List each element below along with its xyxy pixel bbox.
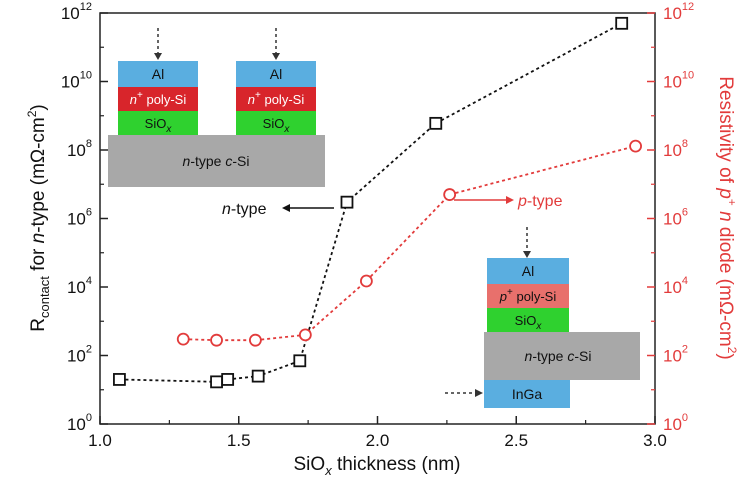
- x-tick-label: 1.5: [227, 431, 251, 450]
- inset-tl-right-arrowhead: [272, 53, 280, 60]
- n-type-data-point: [221, 373, 235, 386]
- x-tick-label: 2.0: [366, 431, 390, 450]
- inset-tl-left-sio: [118, 111, 198, 135]
- n-type-data-point: [429, 116, 443, 130]
- ntype-annotation-arrowhead: [282, 204, 290, 212]
- right-tick-label: 1012: [663, 1, 694, 23]
- p-type-data-point: [248, 333, 262, 347]
- inset-tl-right-sio-label: SiOx: [263, 116, 291, 135]
- inset-tl-right-sio: [236, 111, 316, 135]
- right-tick-label: 106: [663, 207, 688, 229]
- p-type-data-point: [629, 139, 642, 153]
- inset-bottom-right: Al p+ poly-Si SiOx n-type c-Si InGa: [445, 227, 640, 408]
- p-type-data-point: [210, 333, 223, 347]
- inset-br-substrate-label: n-type c-Si: [525, 348, 592, 364]
- n-type-data-point: [113, 373, 126, 386]
- inset-br-al: [487, 258, 569, 284]
- n-type-data-point: [615, 16, 629, 30]
- n-type-data-point: [210, 375, 223, 389]
- x-tick-label: 2.5: [504, 431, 528, 450]
- inset-tl-left-al-label: Al: [152, 66, 164, 82]
- inset-tl-right-poly-label: n+ poly-Si: [248, 90, 305, 107]
- right-tick-label: 104: [663, 275, 688, 297]
- inset-br-sio: [487, 308, 569, 332]
- inset-br-top-arrowhead: [523, 251, 531, 258]
- inset-tl-substrate-label: n-type c-Si: [183, 153, 250, 169]
- right-tick-label: 1010: [663, 70, 694, 92]
- right-axis-ticks: 100 102 104 106 108 1010 1012: [647, 1, 694, 434]
- inset-br-inga-label: InGa: [512, 386, 543, 402]
- inset-tl-left-sio-label: SiOx: [145, 116, 173, 135]
- left-tick-label: 102: [67, 344, 92, 366]
- right-tick-label: 100: [663, 412, 688, 434]
- n-type-data-point: [293, 354, 307, 368]
- series-markers: [113, 16, 642, 389]
- inset-tl-right-al: [236, 61, 316, 87]
- left-tick-label: 100: [67, 412, 92, 434]
- p-type-data-point: [298, 328, 312, 342]
- right-y-axis-label: Resistivity of p+ n diode (mΩ-cm2): [715, 76, 739, 359]
- inset-br-poly: [487, 284, 569, 308]
- inset-br-side-arrowhead: [475, 389, 483, 397]
- right-tick-label: 102: [663, 344, 688, 366]
- inset-top-left: n-type c-Si Al n+ poly-Si SiOx Al n+ pol…: [108, 28, 325, 187]
- x-tick-label: 3.0: [643, 431, 667, 450]
- p-type-data-point: [359, 274, 373, 288]
- n-type-data-point: [251, 369, 265, 383]
- ptype-annotation-label: p-type: [517, 193, 563, 210]
- x-axis-ticks: 1.0 1.5 2.0 2.5 3.0: [88, 416, 667, 450]
- x-tick-label: 1.0: [88, 431, 112, 450]
- left-axis-ticks: 100 102 104 106 108 1010 1012: [61, 1, 108, 434]
- right-tick-label: 108: [663, 138, 688, 160]
- x-axis-label: SiOx thickness (nm): [294, 454, 461, 478]
- ntype-annotation: n-type: [222, 201, 334, 218]
- inset-tl-left-arrowhead: [154, 53, 162, 60]
- inset-br-al-label: Al: [522, 263, 534, 279]
- ptype-annotation-arrowhead: [506, 196, 514, 204]
- inset-br-inga: [484, 380, 570, 408]
- ntype-annotation-label: n-type: [222, 201, 267, 218]
- left-tick-label: 108: [67, 138, 92, 160]
- inset-tl-left-al: [118, 61, 198, 87]
- inset-tl-right-poly: [236, 87, 316, 111]
- inset-br-poly-label: p+ poly-Si: [499, 287, 557, 304]
- left-y-axis-label: Rcontact for n-type (mΩ-cm2): [25, 104, 52, 332]
- p-type-data-point: [443, 188, 457, 201]
- left-tick-label: 104: [67, 275, 92, 297]
- left-tick-label: 1012: [61, 1, 92, 23]
- inset-tl-substrate: [108, 135, 325, 187]
- inset-tl-right-al-label: Al: [270, 66, 282, 82]
- left-tick-label: 1010: [61, 70, 92, 92]
- left-tick-label: 106: [67, 207, 92, 229]
- inset-tl-left-poly: [118, 87, 198, 111]
- inset-tl-left-poly-label: n+ poly-Si: [130, 90, 187, 107]
- inset-br-sio-label: SiOx: [515, 313, 543, 332]
- ptype-annotation: p-type: [454, 193, 563, 210]
- p-type-data-point: [176, 332, 190, 346]
- inset-br-substrate: [484, 332, 640, 380]
- n-type-data-point: [340, 195, 354, 209]
